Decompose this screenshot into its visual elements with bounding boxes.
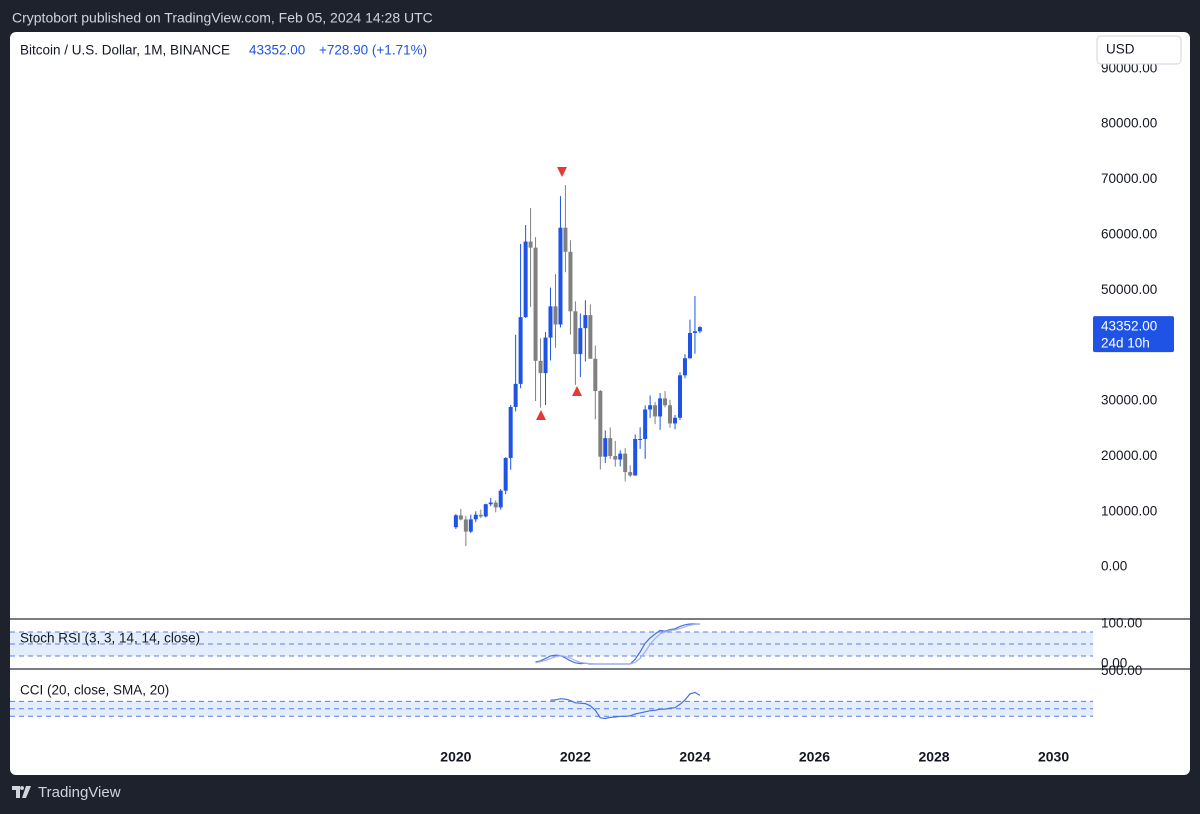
y-tick-label: 60000.00	[1101, 226, 1157, 241]
symbol-title: Bitcoin / U.S. Dollar, 1M, BINANCE	[20, 43, 230, 58]
y-tick-label: 70000.00	[1101, 171, 1157, 186]
publisher-line: Cryptobort published on TradingView.com,…	[12, 10, 433, 26]
candle-body	[498, 490, 503, 508]
candle-body	[458, 515, 463, 520]
candle-body	[608, 438, 613, 457]
candle-body	[588, 315, 593, 359]
x-tick-label: 2030	[1038, 749, 1069, 765]
candle-body	[478, 514, 483, 517]
indicator-line	[535, 623, 700, 665]
x-tick-label: 2022	[560, 749, 591, 765]
candle-body	[568, 251, 573, 312]
price-change: +728.90 (+1.71%)	[319, 43, 427, 58]
brand-logo: TradingView	[12, 784, 121, 801]
indicator-title: Stoch RSI (3, 3, 14, 14, close)	[20, 631, 200, 646]
candle-body	[528, 241, 533, 248]
x-tick-label: 2028	[918, 749, 949, 765]
candle-body	[563, 227, 568, 252]
candle-body	[643, 409, 648, 439]
candle-body	[578, 328, 583, 355]
signal-marker	[572, 386, 582, 396]
candle-body	[483, 504, 488, 517]
last-price-tag	[1093, 316, 1174, 353]
candle-body	[573, 311, 578, 355]
candle-body	[628, 472, 633, 476]
candle-body	[558, 227, 563, 325]
candle-body	[668, 405, 673, 424]
candle-body	[638, 438, 643, 440]
currency-label[interactable]: USD	[1106, 42, 1135, 57]
candle-body	[518, 317, 523, 384]
last-price-label: 43352.00	[1101, 319, 1157, 334]
candle-body	[473, 514, 478, 520]
candle-body	[533, 247, 538, 361]
indicator-title: CCI (20, close, SMA, 20)	[20, 683, 169, 698]
candle-body	[493, 502, 498, 508]
candle-body	[523, 241, 528, 318]
candle-body	[488, 502, 493, 505]
candle-body	[508, 406, 513, 459]
candle-body	[503, 458, 508, 491]
bar-countdown: 24d 10h	[1101, 336, 1150, 351]
candle-body	[603, 438, 608, 457]
candle-body	[583, 315, 588, 329]
candle-body	[593, 358, 598, 392]
candle-body	[633, 439, 638, 476]
candle-body	[623, 453, 628, 473]
candle-body	[697, 327, 702, 332]
candle-body	[463, 519, 468, 532]
candle-body	[453, 515, 458, 528]
signal-marker	[536, 410, 546, 420]
candle-body	[613, 456, 618, 460]
y-tick-label: 80000.00	[1101, 116, 1157, 131]
last-price-header: 43352.00	[249, 43, 305, 58]
logo-mark	[12, 786, 31, 798]
y-tick-label: 100.00	[1101, 616, 1142, 631]
y-tick-label: 500.00	[1101, 663, 1142, 678]
candle-body	[543, 337, 548, 374]
candle-body	[682, 358, 687, 376]
y-tick-label: 0.00	[1101, 656, 1127, 671]
y-tick-label: 20000.00	[1101, 448, 1157, 463]
brand-name: TradingView	[38, 784, 121, 801]
x-tick-label: 2020	[440, 749, 471, 765]
candle-body	[687, 332, 692, 359]
candle-body	[673, 417, 678, 424]
candle-body	[653, 405, 658, 417]
x-tick-label: 2024	[679, 749, 710, 765]
currency-button[interactable]	[1096, 35, 1182, 65]
candle-body	[648, 405, 653, 410]
y-tick-label: 10000.00	[1101, 503, 1157, 518]
candle-body	[618, 453, 623, 460]
indicator-line	[550, 691, 701, 720]
y-tick-label: 50000.00	[1101, 282, 1157, 297]
candle-body	[678, 375, 683, 418]
candle-body	[538, 360, 543, 374]
candle-body	[468, 519, 473, 532]
plot-layer: 0.0010000.0020000.0030000.0040000.005000…	[10, 60, 1174, 765]
candle-body	[692, 331, 697, 333]
candle-body	[658, 398, 663, 417]
candle-body	[598, 391, 603, 457]
candle-body	[513, 383, 518, 407]
candle-body	[548, 306, 553, 338]
candle-body	[663, 398, 668, 406]
signal-marker	[557, 167, 567, 177]
candle-body	[553, 306, 558, 325]
y-tick-label: 30000.00	[1101, 393, 1157, 408]
x-tick-label: 2026	[799, 749, 830, 765]
y-tick-label: 0.00	[1101, 559, 1127, 574]
